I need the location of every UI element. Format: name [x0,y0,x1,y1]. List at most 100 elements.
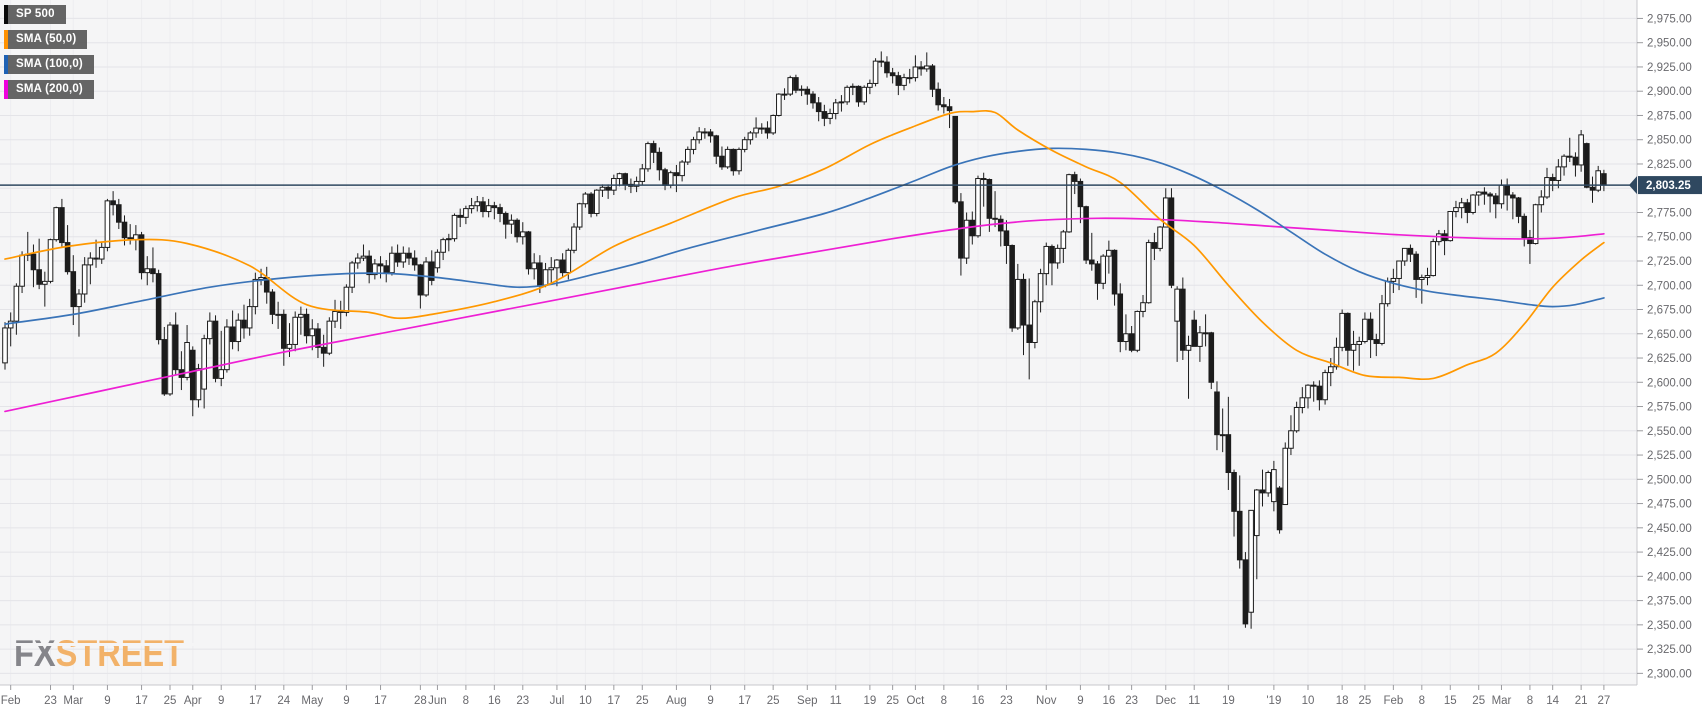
candle-down [895,75,902,86]
candle-up [1498,184,1505,205]
candle-down [1168,197,1175,286]
time-tick-label: 23 [1000,695,1013,707]
candle-up [867,82,873,88]
candle-up [309,328,316,337]
candle-up [207,320,213,340]
candle-down [172,324,179,371]
candle-down [656,151,663,171]
candle-up [1447,211,1454,242]
candle-down [1191,319,1198,347]
candle-up [235,319,242,343]
price-tick-label: 2,925.00 [1647,62,1692,74]
time-tick-label: May [301,695,323,707]
candle-up [787,77,794,95]
time-tick-label: 9 [707,695,713,707]
candle-up [1356,341,1363,345]
price-tick-label: 2,550.00 [1647,426,1692,438]
candle-down [337,310,344,313]
candle-down [1225,434,1232,474]
candle-down [1367,318,1374,341]
candle-up [1202,332,1209,335]
watermark-fx: FX [14,633,56,674]
time-tick-label: 9 [218,695,224,707]
candle-up [1362,318,1368,343]
candle-up [901,77,907,86]
candle-up [275,313,281,316]
candle-down [212,320,219,379]
candle-down [502,212,509,225]
candle-up [463,208,469,218]
candle-up [696,131,702,141]
candle-up [753,127,759,134]
horizontal-gridlines [0,17,1637,674]
candle-up [104,200,111,248]
candle-up [667,172,674,186]
price-tick-label: 2,950.00 [1647,38,1692,50]
candle-up [360,255,367,259]
candle-down [986,178,993,219]
candle-up [1379,303,1385,344]
candle-up [1350,343,1357,351]
candle-up [1248,509,1254,613]
candle-up [565,249,572,274]
candle-up [747,132,754,141]
candle-down [189,349,196,401]
candle-down [1231,472,1237,512]
candle-down [1026,324,1033,343]
legend-item-sma-50-0[interactable]: SMA (50,0) [4,30,88,49]
candle-up [252,278,259,308]
candle-down [764,127,771,134]
candle-down [281,313,287,349]
candle-up [1293,407,1300,432]
candle-up [1106,249,1112,257]
time-tick-label: 17 [135,695,148,707]
candle-up [446,238,452,241]
price-tick-label: 2,425.00 [1647,547,1692,559]
candle-down [793,77,799,91]
candle-up [372,263,378,276]
candle-down [1373,339,1380,344]
time-tick-label: 25 [767,695,780,707]
candle-down [1117,293,1124,343]
candle-up [349,262,355,288]
time-tick-label: 8 [1527,695,1533,707]
candle-up [144,268,151,274]
price-tick-label: 2,475.00 [1647,499,1692,511]
legend-item-sp-500[interactable]: SP 500 [4,5,66,24]
time-tick-label: 23 [516,695,529,707]
candle-up [1100,255,1106,284]
candle-up [1384,280,1391,305]
time-tick-label: '19 [1266,695,1281,707]
candle-up [639,168,646,182]
candle-down [1492,195,1499,205]
time-axis: Feb 23 Mar 9 17 25 Apr 9 17 24 May 9 17 28 Jun 8 16 23 Jul… [1,685,1610,707]
current-price-tag: 2,803.25 [1629,176,1702,195]
candle-down [650,143,657,153]
price-tick-label: 2,600.00 [1647,377,1692,389]
time-tick-label: Mar [1492,695,1512,707]
candle-down [406,252,412,259]
time-tick-label: Feb [1383,695,1403,707]
legend-item-sma-100-0[interactable]: SMA (100,0) [4,55,94,74]
candle-down [70,271,77,308]
candle-down [1071,174,1078,182]
watermark-street: STREET [55,633,185,674]
candle-down [878,60,885,63]
time-tick-label: 15 [1444,695,1457,707]
candle-down [1128,333,1135,351]
candle-up [201,338,207,390]
candle-down [935,88,941,106]
candle-down [1464,202,1471,213]
sma-50-line [4,109,1605,381]
candle-up [485,205,492,213]
candle-up [1305,384,1311,399]
candle-up [184,342,190,378]
candle-up [1327,366,1334,374]
candle-up [724,148,731,168]
candle-down [929,65,936,90]
time-tick-label: 27 [1597,695,1610,707]
time-tick-label: 21 [1575,695,1588,707]
candle-up [1470,194,1476,213]
legend-item-sma-200-0[interactable]: SMA (200,0) [4,80,94,99]
